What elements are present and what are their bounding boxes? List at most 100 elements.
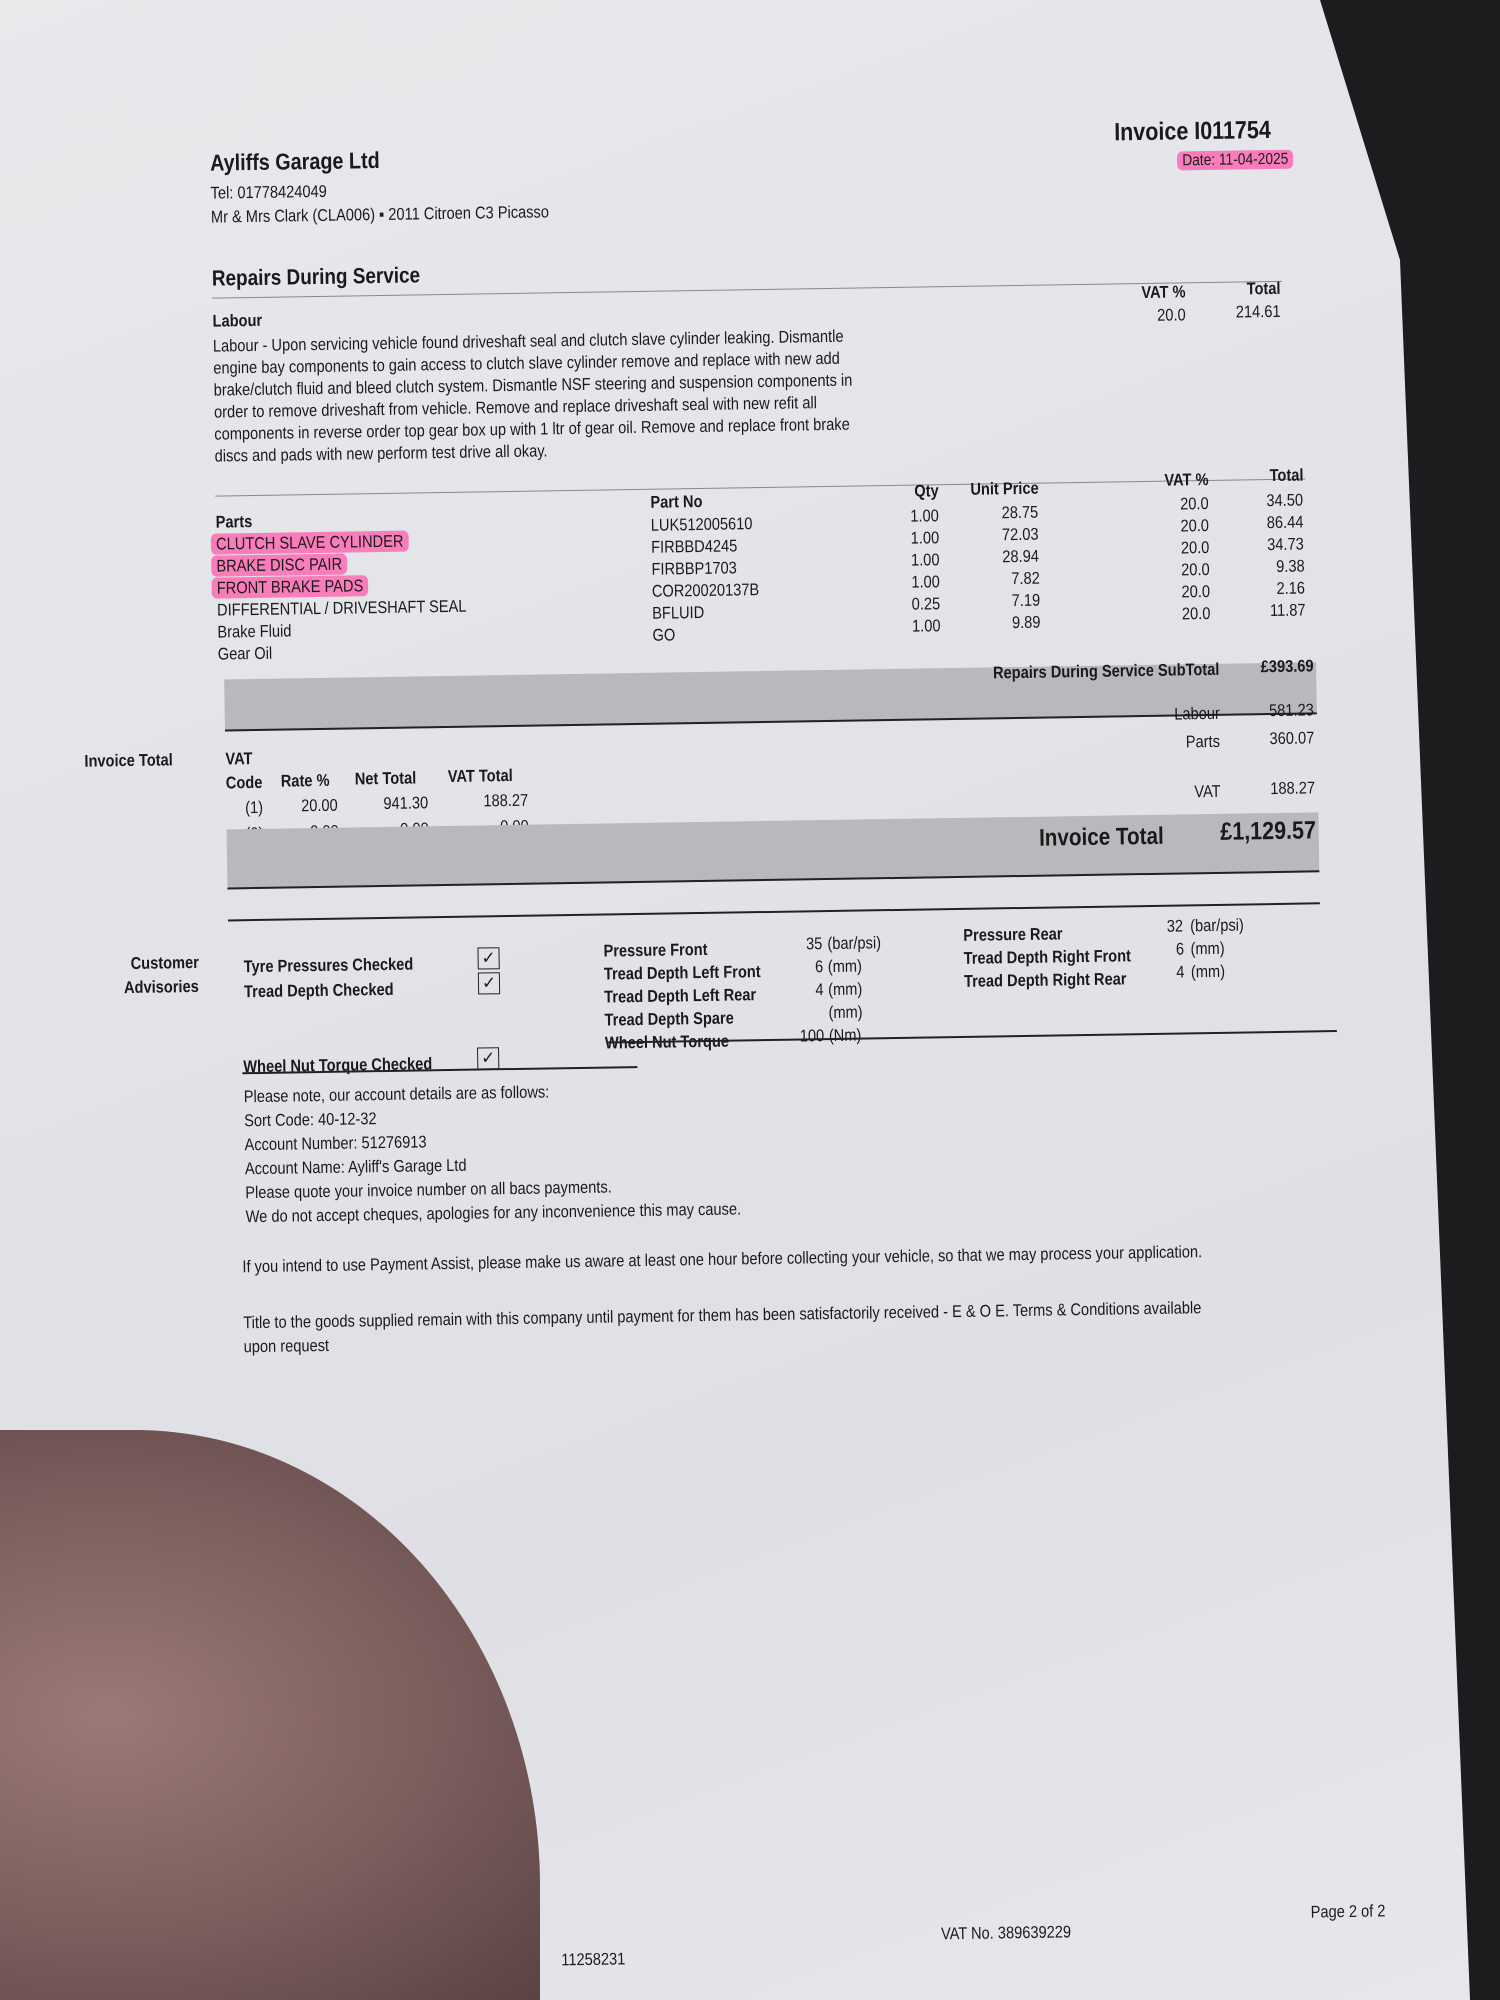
advisory-value: 32 (1166, 916, 1184, 936)
checkbox[interactable]: ✓ (477, 1047, 500, 1070)
advisory-label: Pressure Rear (963, 924, 1063, 945)
part-qty: 1.00 (910, 550, 940, 570)
labour-sum: 581.23 (1268, 700, 1314, 721)
part-number: FIRBBP1703 (651, 558, 737, 579)
advisory-label: Tread Depth Left Rear (604, 985, 757, 1007)
part-number: FIRBBD4245 (651, 536, 738, 557)
check-label: Tread Depth Checked (243, 979, 394, 1002)
title-note-line2: upon request (243, 1335, 330, 1357)
footer-vat-no: VAT No. 389639229 (940, 1922, 1072, 1944)
part-name-cell: FRONT BRAKE PADS (211, 575, 369, 599)
advisory-unit: (mm) (827, 979, 863, 1000)
part-name: DIFFERENTIAL / DRIVESHAFT SEAL (216, 596, 467, 620)
part-unit-price: 9.89 (1011, 612, 1041, 633)
part-total: 34.50 (1266, 490, 1304, 511)
vat-table-cell: 20.00 (301, 795, 339, 816)
parts-header: Parts (215, 512, 253, 532)
checkbox[interactable]: ✓ (477, 947, 500, 970)
invoice-date-wrapper: Date: 11-04-2025 (1176, 149, 1294, 171)
part-vat: 20.0 (1179, 494, 1209, 514)
advisories-label-1: Customer (130, 952, 200, 973)
vat-table-header: Code (225, 772, 263, 793)
part-unit-price: 72.03 (1002, 524, 1040, 545)
advisory-label: Tread Depth Left Front (603, 962, 761, 984)
part-name-cell: DIFFERENTIAL / DRIVESHAFT SEAL (217, 597, 467, 621)
vat-table-header: Rate % (280, 770, 330, 791)
subtotal-value: £393.69 (1260, 656, 1314, 677)
advisory-value: 100 (799, 1026, 825, 1046)
part-unit-price: 28.75 (1001, 502, 1039, 523)
vat-table-cell: 941.30 (383, 793, 429, 813)
customer-vehicle: Mr & Mrs Clark (CLA006) ▪ 2011 Citroen C… (210, 202, 550, 227)
part-qty: 0.25 (911, 594, 941, 614)
part-vat: 20.0 (1180, 515, 1210, 536)
part-name: FRONT BRAKE PADS (211, 575, 369, 599)
labour-vat: 20.0 (1156, 305, 1186, 325)
part-number: LUK512005610 (650, 514, 753, 535)
vat-table-cell: 188.27 (483, 790, 529, 811)
account-detail-line: Sort Code: 40-12-32 (243, 1109, 377, 1131)
qty-header: Qty (913, 481, 939, 501)
part-name-cell: Gear Oil (218, 644, 273, 665)
part-total: 34.73 (1267, 534, 1305, 555)
part-qty: 1.00 (910, 528, 940, 548)
part-no-header: Part No (650, 491, 703, 512)
invoice-total-section-label: Invoice Total (84, 750, 173, 771)
invoice-number: Invoice I011754 (1113, 115, 1271, 147)
divider (215, 478, 1306, 497)
labour-total-label: Labour (1174, 703, 1220, 724)
part-number: COR20020137B (651, 580, 760, 601)
section-title: Repairs During Service (211, 262, 421, 291)
labour-total-header: Total (1246, 278, 1281, 299)
part-total: 2.16 (1276, 578, 1306, 598)
labour-total: 214.61 (1235, 301, 1281, 322)
part-name-cell: CLUTCH SLAVE CYLINDER (210, 530, 409, 555)
vat-table-title: VAT (225, 749, 253, 769)
advisory-unit: (mm) (1190, 961, 1226, 982)
vat-sum: 188.27 (1270, 778, 1316, 799)
part-name-cell: Brake Fluid (217, 621, 291, 642)
subtotal-label: Repairs During Service SubTotal (992, 659, 1220, 683)
parts-sum: 360.07 (1269, 728, 1315, 749)
advisory-unit: (bar/psi) (1190, 915, 1244, 936)
checkbox[interactable]: ✓ (477, 972, 501, 995)
advisories-label-2: Advisories (123, 976, 199, 998)
advisory-label: Tread Depth Right Rear (963, 969, 1127, 991)
part-qty: 1.00 (911, 572, 940, 592)
part-vat: 20.0 (1181, 581, 1211, 602)
advisory-label: Pressure Front (603, 939, 708, 961)
part-number: GO (652, 625, 676, 645)
vat-header: VAT % (1163, 470, 1209, 490)
part-unit-price: 7.82 (1011, 568, 1040, 589)
invoice-total-label: Invoice Total (1038, 822, 1164, 852)
vat-table-header: Net Total (354, 768, 417, 789)
part-unit-price: 7.19 (1011, 590, 1041, 611)
advisory-value: 35 (805, 934, 823, 954)
advisory-unit: (bar/psi) (827, 933, 882, 954)
advisory-value: 6 (814, 957, 823, 977)
part-name: BRAKE DISC PAIR (211, 553, 348, 577)
footer-page: Page 2 of 2 (1310, 1901, 1386, 1922)
part-total: 86.44 (1267, 512, 1304, 533)
labour-heading: Labour (212, 310, 263, 331)
part-name: Brake Fluid (217, 621, 292, 642)
part-total: 11.87 (1269, 600, 1306, 621)
unit-price-header: Unit Price (969, 478, 1039, 499)
advisory-unit: (mm) (1190, 938, 1225, 959)
part-number: BFLUID (652, 602, 705, 623)
part-name: CLUTCH SLAVE CYLINDER (210, 530, 409, 555)
invoice-date: Date: 11-04-2025 (1176, 149, 1294, 171)
part-unit-price: 28.94 (1002, 546, 1040, 567)
advisory-unit: (Nm) (828, 1025, 862, 1046)
invoice-total-value: £1,129.57 (1219, 816, 1316, 846)
advisory-unit: (mm) (828, 1002, 863, 1023)
part-qty: 1.00 (910, 506, 939, 526)
part-name: Gear Oil (217, 643, 273, 664)
vat-table-cell: (1) (245, 797, 264, 818)
advisory-label: Tread Depth Spare (604, 1008, 734, 1030)
part-vat: 20.0 (1180, 559, 1210, 580)
part-vat: 20.0 (1181, 603, 1211, 624)
part-total: 9.38 (1275, 556, 1305, 576)
company-name: Ayliffs Garage Ltd (209, 146, 380, 176)
